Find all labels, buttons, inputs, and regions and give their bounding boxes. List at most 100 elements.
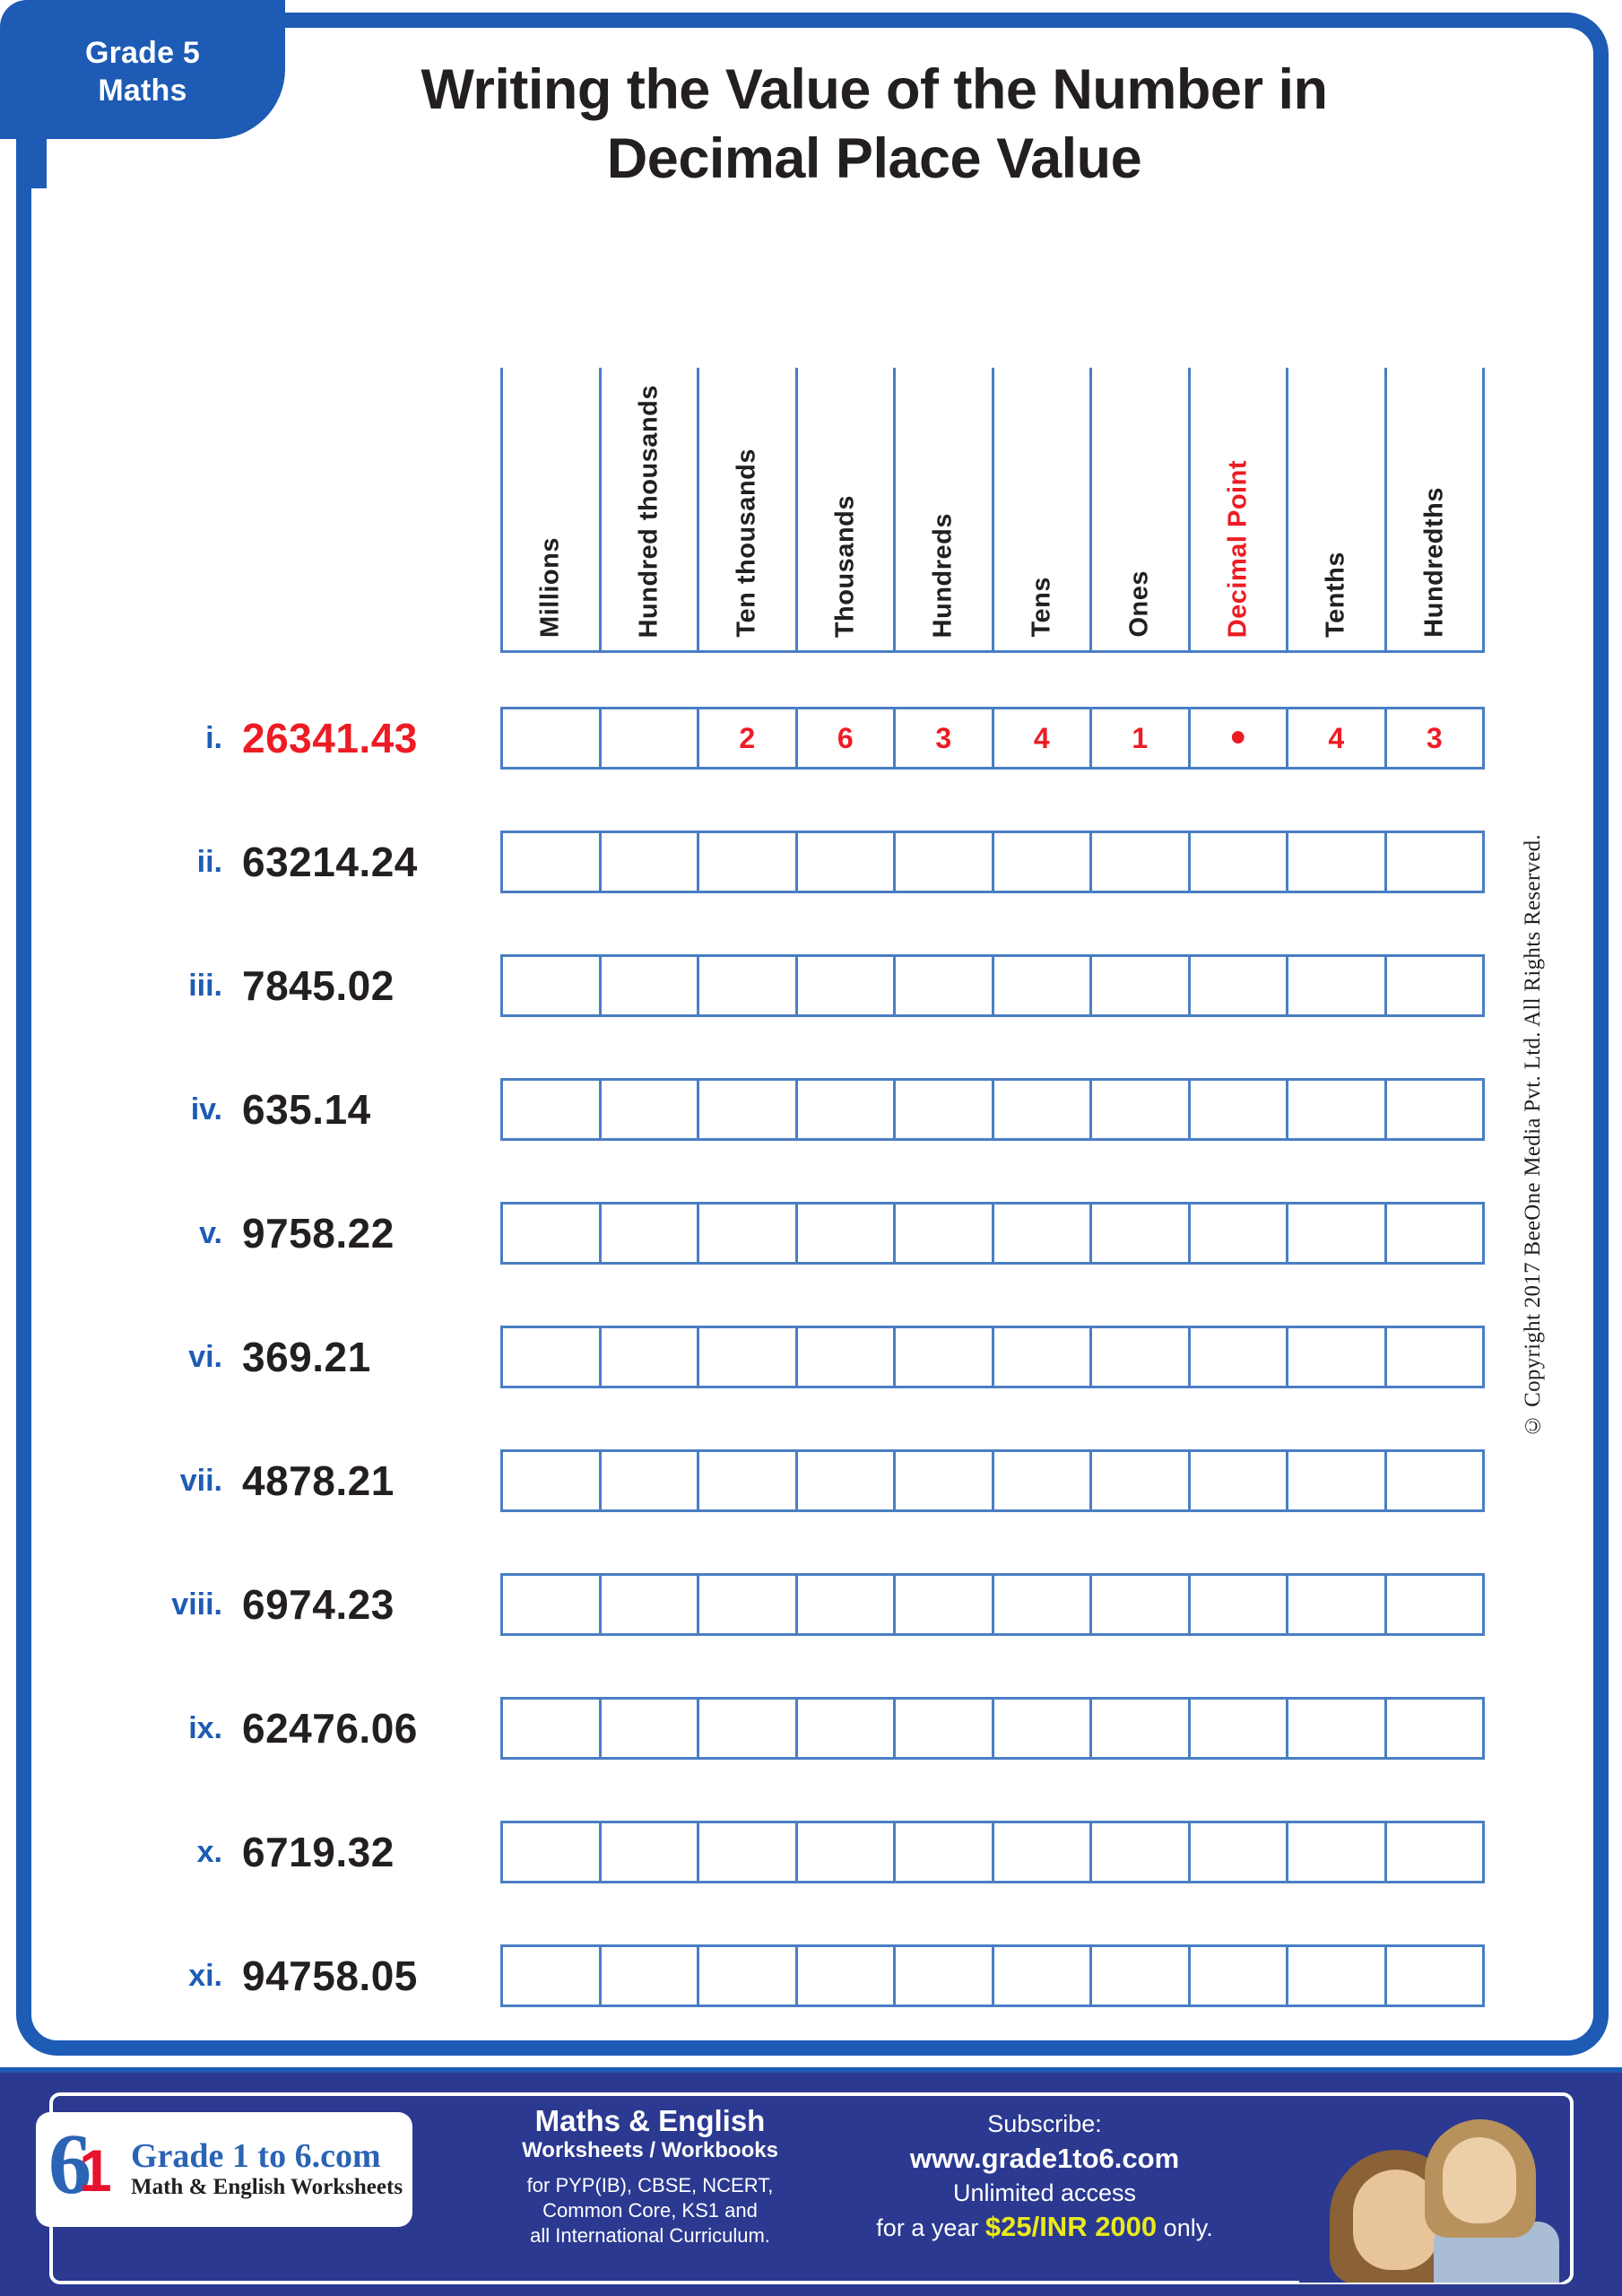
answer-cell[interactable] [602,1205,699,1262]
answer-cell[interactable] [896,1947,994,2005]
answer-cell[interactable] [503,957,602,1014]
answer-cell[interactable]: • [1191,709,1288,767]
answer-cell[interactable] [1092,1947,1191,2005]
answer-cell[interactable] [1387,957,1483,1014]
answer-cell[interactable] [1191,1081,1288,1138]
answer-cell[interactable] [994,1452,1092,1509]
answer-cell[interactable] [1288,1823,1387,1881]
answer-cell[interactable] [994,1205,1092,1262]
answer-cell[interactable] [798,1576,896,1633]
answer-cell[interactable] [1288,1081,1387,1138]
answer-cell[interactable] [1092,1700,1191,1757]
answer-cell[interactable] [1191,1823,1288,1881]
answer-cell[interactable] [798,1823,896,1881]
subscribe-url[interactable]: www.grade1to6.com [909,2143,1180,2175]
answer-cell[interactable] [602,1947,699,2005]
answer-cell[interactable] [503,1947,602,2005]
answer-cell[interactable] [1288,1328,1387,1386]
answer-cell[interactable] [1387,1328,1483,1386]
answer-cell[interactable] [1288,957,1387,1014]
answer-cell[interactable] [699,1700,798,1757]
answer-cell[interactable] [699,1205,798,1262]
answer-cell[interactable] [1191,1947,1288,2005]
answer-cell[interactable] [1387,1823,1483,1881]
answer-cell[interactable]: 4 [994,709,1092,767]
answer-cell[interactable]: 4 [1288,709,1387,767]
answer-cell[interactable] [896,1452,994,1509]
answer-cell[interactable] [503,1823,602,1881]
answer-cell[interactable] [1288,1576,1387,1633]
answer-cell[interactable] [1092,1205,1191,1262]
answer-cell[interactable]: 6 [798,709,896,767]
answer-cell[interactable] [1387,1081,1483,1138]
answer-cell[interactable] [1191,957,1288,1014]
answer-cell[interactable] [798,833,896,891]
answer-cell[interactable] [602,1700,699,1757]
answer-cell[interactable] [602,1328,699,1386]
answer-cell[interactable] [1288,1947,1387,2005]
answer-cell[interactable] [798,1328,896,1386]
answer-cell[interactable] [1191,1328,1288,1386]
answer-cell[interactable] [994,1700,1092,1757]
answer-cell[interactable]: 3 [896,709,994,767]
answer-cell[interactable] [503,1452,602,1509]
answer-cell[interactable] [699,1947,798,2005]
answer-cell[interactable] [798,1081,896,1138]
answer-cell[interactable] [699,1452,798,1509]
answer-cell[interactable] [1288,833,1387,891]
answer-cell[interactable] [994,1823,1092,1881]
answer-cell[interactable] [896,1081,994,1138]
answer-cell[interactable] [798,1947,896,2005]
answer-cell[interactable] [503,1328,602,1386]
answer-cell[interactable] [896,833,994,891]
answer-cell[interactable] [1387,1452,1483,1509]
answer-cell[interactable] [699,1328,798,1386]
answer-cell[interactable] [503,1700,602,1757]
answer-cell[interactable] [699,1081,798,1138]
answer-cell[interactable] [699,1823,798,1881]
answer-cell[interactable] [1387,1205,1483,1262]
answer-cell[interactable] [994,1328,1092,1386]
answer-cell[interactable] [994,1576,1092,1633]
brand-logo[interactable]: 6 1 Grade 1 to 6.com Math & English Work… [36,2112,412,2227]
answer-cell[interactable] [798,957,896,1014]
answer-cell[interactable] [994,1947,1092,2005]
answer-cell[interactable] [994,957,1092,1014]
answer-cell[interactable] [1288,1205,1387,1262]
answer-cell[interactable] [699,833,798,891]
answer-cell[interactable] [602,1452,699,1509]
answer-cell[interactable] [602,833,699,891]
answer-cell[interactable] [1191,1205,1288,1262]
answer-cell[interactable] [1191,1452,1288,1509]
answer-cell[interactable] [798,1452,896,1509]
answer-cell[interactable] [798,1700,896,1757]
answer-cell[interactable] [1092,1452,1191,1509]
answer-cell[interactable]: 3 [1426,721,1443,754]
answer-cell[interactable] [1092,1823,1191,1881]
answer-cell[interactable] [602,957,699,1014]
answer-cell[interactable] [896,1700,994,1757]
answer-cell[interactable] [896,1205,994,1262]
answer-cell[interactable] [1092,957,1191,1014]
answer-cell[interactable] [602,1823,699,1881]
answer-cell[interactable] [1092,1328,1191,1386]
answer-cell[interactable] [1288,1452,1387,1509]
answer-cell[interactable] [699,1576,798,1633]
answer-cell[interactable] [699,957,798,1014]
answer-cell[interactable] [1092,1576,1191,1633]
answer-cell[interactable]: 1 [1092,709,1191,767]
answer-cell[interactable] [896,1576,994,1633]
answer-cell[interactable] [798,1205,896,1262]
answer-cell[interactable] [1092,1081,1191,1138]
answer-cell[interactable] [994,1081,1092,1138]
answer-cell[interactable] [1191,1700,1288,1757]
answer-cell[interactable] [1387,833,1483,891]
answer-cell[interactable] [1387,1700,1483,1757]
answer-cell[interactable] [896,957,994,1014]
answer-cell[interactable] [896,1823,994,1881]
answer-cell[interactable] [602,1576,699,1633]
answer-cell[interactable] [1191,1576,1288,1633]
answer-cell[interactable] [1288,1700,1387,1757]
answer-cell[interactable]: 2 [699,709,798,767]
answer-cell[interactable] [994,833,1092,891]
